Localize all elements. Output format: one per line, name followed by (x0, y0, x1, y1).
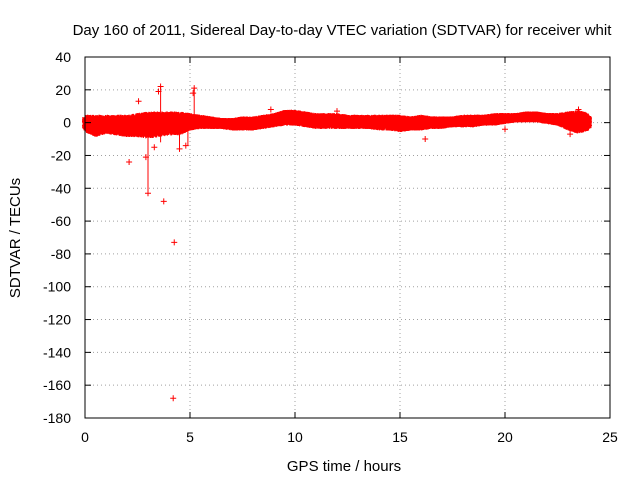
y-axis-label: SDTVAR / TECUs (7, 178, 24, 298)
chart-title: Day 160 of 2011, Sidereal Day-to-day VTE… (73, 22, 613, 39)
grid (85, 57, 610, 418)
x-axis-label: GPS time / hours (287, 458, 401, 475)
data-points (82, 83, 592, 402)
